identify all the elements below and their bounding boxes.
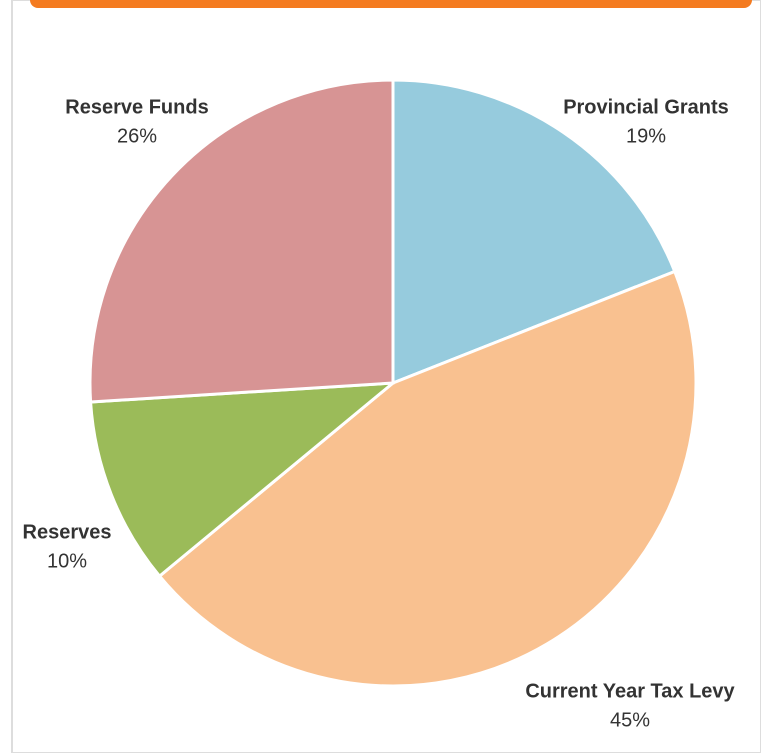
pie-slice	[157, 269, 698, 688]
slice-value: 26%	[117, 125, 157, 147]
pie-slice	[391, 78, 677, 386]
header-bar	[30, 0, 752, 8]
slice-label: Current Year Tax Levy	[525, 680, 735, 702]
slice-value: 10%	[47, 550, 87, 572]
slice-label: Provincial Grants	[563, 96, 729, 118]
pie-slice	[89, 381, 398, 579]
slice-value: 45%	[610, 709, 650, 731]
pie-slice	[88, 78, 395, 404]
slice-value: 19%	[626, 125, 666, 147]
slice-label: Reserve Funds	[65, 96, 208, 118]
slice-label: Reserves	[23, 521, 112, 543]
